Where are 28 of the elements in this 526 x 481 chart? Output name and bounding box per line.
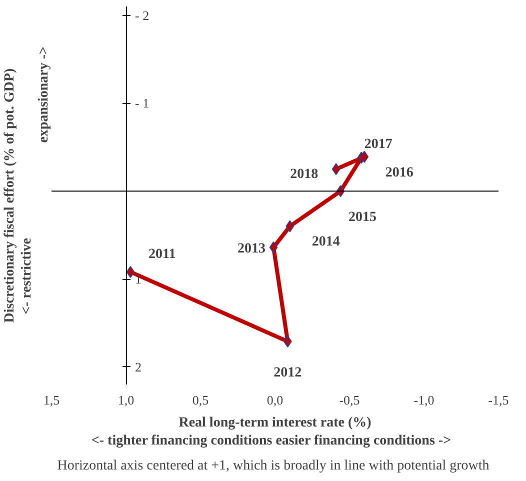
point	[269, 241, 278, 254]
x-tick-label: 1,0	[118, 392, 134, 408]
annotation: 2014	[312, 234, 340, 250]
point	[286, 220, 294, 232]
annotation: 2015	[348, 210, 377, 226]
annotation: 2018	[290, 167, 318, 182]
annotation: 2017	[364, 136, 392, 152]
y-tick-label: - 1	[135, 96, 150, 111]
point	[360, 150, 369, 163]
annotation: expansionary ->	[36, 46, 52, 143]
x-tick-label: 1,5	[43, 392, 60, 408]
x-tick-label: -1,5	[488, 392, 509, 408]
x-tick-label: -1,0	[414, 392, 434, 408]
y-tick-label: - 2	[135, 8, 150, 23]
x-axis-title: Real long-term interest rate (%) <- tighter financing conditions easier financing conditions ->	[91, 416, 452, 448]
annotation: 2013	[238, 241, 266, 256]
y-axis-title: Discretionary fiscal effort (% of pot. GDP)	[2, 68, 18, 323]
annotation: 2012	[274, 365, 302, 380]
x-tick-label: -0,5	[339, 392, 360, 408]
x-tick-label: 0,5	[192, 392, 209, 408]
text: <- restrictive	[20, 238, 34, 314]
point	[126, 266, 135, 278]
x-tick-label: 0,0	[266, 392, 284, 408]
point	[332, 163, 340, 176]
text: Horizontal axis centered at +1, which is broadly in line with potential growth	[57, 458, 490, 474]
y-tick-label: 2	[135, 359, 142, 374]
annotation: 2011	[148, 246, 176, 262]
annotation: 2016	[385, 166, 414, 181]
